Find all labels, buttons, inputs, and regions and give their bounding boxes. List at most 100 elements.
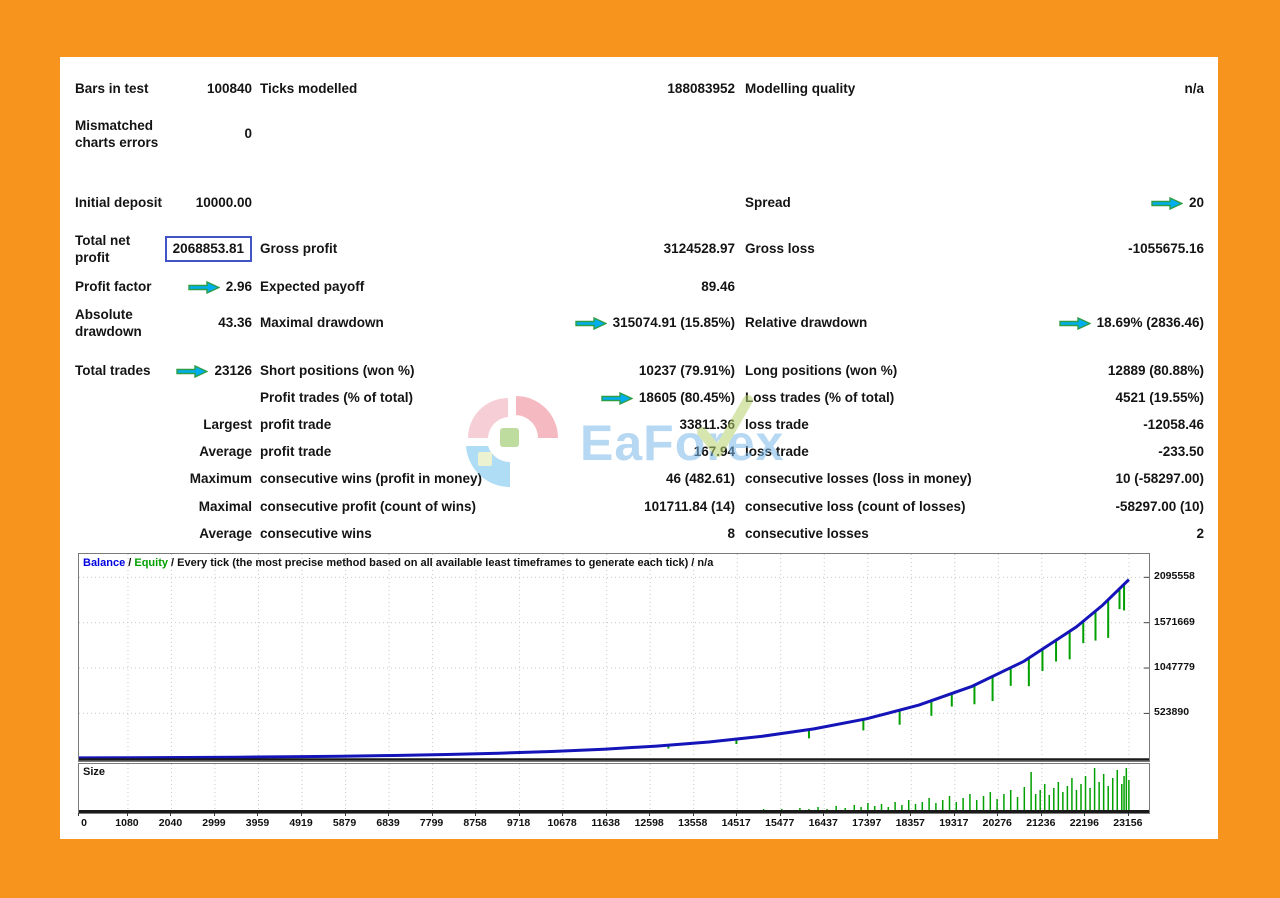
report-value: 46 (482.61) (515, 469, 735, 489)
report-value: 12889 (80.88%) (995, 361, 1204, 381)
legend-balance: Balance (83, 557, 126, 569)
x-axis-tick (605, 813, 607, 816)
report-value-text: 8 (727, 526, 735, 542)
x-axis-tick (213, 813, 215, 816)
report-label: profit trade (260, 415, 515, 435)
report-value-text: 89.46 (701, 279, 735, 295)
y-axis-label: 2095558 (1154, 570, 1195, 583)
balance-chart: Balance / Equity / Every tick (the most … (78, 553, 1150, 762)
report-label-text: Ticks modelled (260, 81, 358, 97)
x-axis-tick (126, 813, 128, 816)
report-label: Mismatched charts errors (75, 105, 163, 163)
report-value: Average (160, 442, 252, 462)
x-axis-tick (388, 813, 390, 816)
x-axis-tick (78, 813, 79, 816)
size-chart-label: Size (83, 766, 106, 778)
x-axis-label: 23156 (1113, 817, 1143, 829)
x-axis-tick (301, 813, 303, 816)
report-label: profit trade (260, 442, 515, 462)
report-value-text: -12058.46 (1143, 417, 1204, 433)
report-value-text: 188083952 (667, 81, 735, 97)
x-axis-tick (736, 813, 738, 816)
x-axis-label: 9718 (506, 817, 531, 829)
report-value-text: Largest (203, 417, 252, 433)
report-label-text: Total net profit (75, 232, 131, 265)
x-axis-label: 11638 (591, 817, 620, 829)
report-value-text: 18605 (80.45%) (638, 390, 735, 406)
report-label: Profit factor (75, 277, 163, 297)
report-value-text: 4521 (19.55%) (1115, 390, 1204, 406)
x-axis-label: 6839 (376, 817, 400, 829)
report-label: Long positions (won %) (745, 361, 995, 381)
report-value-text: n/a (1184, 81, 1204, 97)
x-axis-tick (344, 813, 346, 816)
x-axis-label: 22196 (1069, 817, 1099, 829)
report-value: 2068853.81 (160, 229, 252, 269)
report-label: Total trades (75, 361, 163, 381)
report-row: Average profit trade 167.94 loss trade -233.… (60, 442, 1218, 462)
report-label: Spread (745, 183, 995, 223)
report-label: Absolute drawdown (75, 303, 163, 343)
report-label: Short positions (won %) (260, 361, 515, 381)
report-label: Loss trades (% of total) (745, 388, 995, 408)
report-row: Profit factor 2.96 Expected payoff 89.46 (60, 277, 1218, 297)
report-value: 10 (-58297.00) (995, 469, 1204, 489)
x-axis-label: 16437 (808, 817, 838, 829)
report-row: Largest profit trade 33811.36 loss trade -12… (60, 415, 1218, 435)
report-label: Total net profit (75, 229, 163, 269)
report-value: 20 (995, 183, 1204, 223)
report-label-text: Absolute drawdown (75, 306, 142, 339)
report-value: Largest (160, 415, 252, 435)
report-label-text: consecutive losses (loss in money) (745, 471, 972, 487)
x-axis-label: 15477 (765, 817, 795, 829)
report-label-text: Profit factor (75, 279, 152, 295)
report-value: 18.69% (2836.46) (995, 303, 1204, 343)
report-label: loss trade (745, 415, 995, 435)
x-axis-label: 14517 (721, 817, 751, 829)
report-label: consecutive wins (260, 524, 515, 544)
legend-method: / Every tick (the most precise method ba… (168, 557, 714, 569)
report-label: consecutive losses (745, 524, 995, 544)
report-value: Average (160, 524, 252, 544)
report-value: 3124528.97 (515, 229, 735, 269)
report-value: 10000.00 (160, 183, 252, 223)
report-label: consecutive wins (profit in money) (260, 469, 515, 489)
report-value: Maximum (160, 469, 252, 489)
report-value: Maximal (160, 497, 252, 517)
report-value-text: 23126 (214, 363, 252, 379)
x-axis-label: 12598 (634, 817, 664, 829)
report-value: 0 (160, 105, 252, 163)
report-value: 43.36 (160, 303, 252, 343)
report-value: -58297.00 (10) (995, 497, 1204, 517)
report-value-text: 18.69% (2836.46) (1096, 315, 1204, 331)
net-profit-boxed-value: 2068853.81 (164, 235, 252, 263)
x-axis-tick (649, 813, 651, 816)
report-label-text: consecutive wins (260, 526, 372, 542)
x-axis-label: 1080 (115, 817, 139, 829)
report-value: n/a (995, 79, 1204, 99)
report-value-text: 0 (244, 126, 252, 142)
report-value-text: 10 (-58297.00) (1115, 471, 1204, 487)
report-label-text: Relative drawdown (745, 315, 868, 331)
report-label-text: Long positions (won %) (745, 363, 898, 379)
report-row: Absolute drawdown 43.36 Maximal drawdown 31… (60, 303, 1218, 343)
legend-separator: / (125, 557, 135, 569)
report-row: Average consecutive wins 8 consecutive loss… (60, 524, 1218, 544)
report-label-text: consecutive profit (count of wins) (260, 499, 477, 515)
report-label-text: consecutive wins (profit in money) (260, 471, 483, 487)
report-label: Initial deposit (75, 183, 163, 223)
report-value: 167.94 (515, 442, 735, 462)
balance-equity-plot (78, 554, 1149, 761)
report-value: 315074.91 (15.85%) (515, 303, 735, 343)
report-value: 89.46 (515, 277, 735, 297)
report-value-text: 12889 (80.88%) (1107, 363, 1204, 379)
report-label-text: loss trade (745, 417, 809, 433)
report-label: Expected payoff (260, 277, 515, 297)
y-axis-label: 523890 (1154, 706, 1190, 719)
report-label: Gross loss (745, 229, 995, 269)
x-axis-tick (1084, 813, 1086, 816)
x-axis-label: 2040 (158, 817, 183, 829)
report-label-text: Mismatched charts errors (75, 117, 159, 150)
report-value-text: 10000.00 (195, 195, 252, 211)
